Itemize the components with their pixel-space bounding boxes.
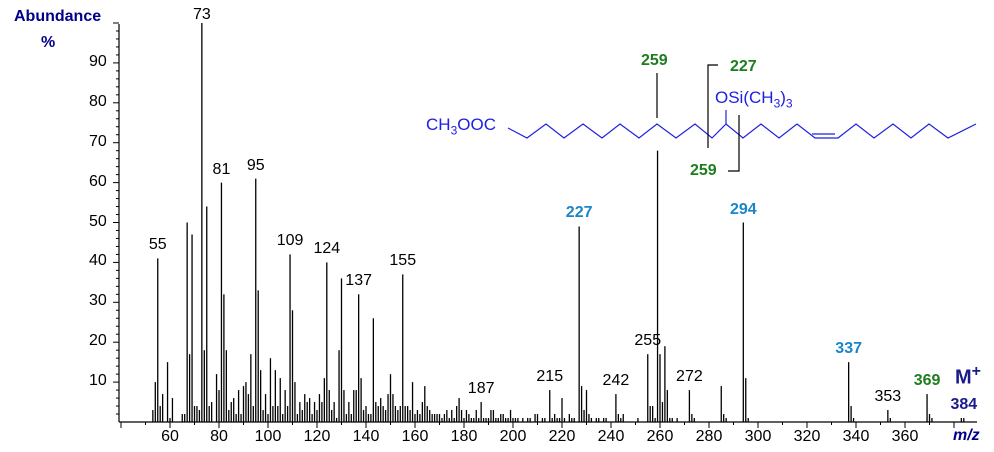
x-tick-label: 360 xyxy=(891,428,919,445)
x-tick-label: 100 xyxy=(254,428,282,445)
molecular-ion-charge: + xyxy=(971,363,982,380)
x-tick-label: 60 xyxy=(161,428,179,445)
cleavage-label-259-bottom: 259 xyxy=(690,162,717,179)
peak-label-73: 73 xyxy=(192,6,211,23)
peak-label-255: 255 xyxy=(634,332,662,350)
peak-label-55: 55 xyxy=(148,236,167,254)
cleavage-259-bracket xyxy=(728,115,740,172)
molecule-structure xyxy=(507,64,977,172)
x-tick-label: 140 xyxy=(352,428,380,445)
cleavage-label-227: 227 xyxy=(730,58,757,75)
tms-group-label: OSi(CH3)3 xyxy=(715,88,793,110)
peak-label-272: 272 xyxy=(676,368,703,386)
carbon-chain-left xyxy=(507,123,727,139)
peak-label-155: 155 xyxy=(389,252,417,270)
peak-label-337: 337 xyxy=(835,340,862,358)
peak-label-124: 124 xyxy=(313,240,341,258)
x-tick-label: 200 xyxy=(499,428,527,445)
molecular-ion-symbol: M xyxy=(955,366,972,389)
cleavage-227-bracket xyxy=(707,64,718,148)
x-tick-label: 300 xyxy=(744,428,772,445)
carbon-chain-right xyxy=(725,123,977,139)
x-tick-label: 160 xyxy=(401,428,429,445)
peak-label-384: 384 xyxy=(950,396,978,413)
peak-label-242: 242 xyxy=(602,372,630,390)
x-tick-label: 180 xyxy=(450,428,478,445)
y-tick-label: 80 xyxy=(89,92,107,110)
y-tick-label: 20 xyxy=(89,332,107,350)
cleavage-label-259-top: 259 xyxy=(641,52,668,69)
axes xyxy=(113,22,977,428)
x-tick-label: 320 xyxy=(793,428,821,445)
y-tick-label: 50 xyxy=(89,212,107,230)
tms-group-text: OSi(CH3)3 xyxy=(715,88,793,111)
x-tick-label: 220 xyxy=(548,428,576,445)
peak-label-95: 95 xyxy=(246,156,265,174)
x-tick-label: 260 xyxy=(646,428,674,445)
ester-group-text: CH3OOC xyxy=(426,115,496,138)
peak-label-369: 369 xyxy=(913,372,941,390)
x-tick-label: 80 xyxy=(210,428,228,445)
x-tick-label: 240 xyxy=(597,428,625,445)
y-tick-label: 30 xyxy=(89,292,107,310)
peak-label-137: 137 xyxy=(345,272,372,290)
x-axis-label: m/z xyxy=(953,427,980,444)
y-tick-label: 10 xyxy=(89,372,107,390)
y-axis-unit: % xyxy=(41,34,56,51)
molecular-ion-label: M+ xyxy=(955,363,981,390)
peak-label-227: 227 xyxy=(565,204,593,222)
peak-label-215: 215 xyxy=(536,368,564,386)
peak-label-187: 187 xyxy=(467,380,495,398)
peak-label-353: 353 xyxy=(874,388,902,406)
y-tick-label: 40 xyxy=(89,252,107,270)
x-tick-label: 340 xyxy=(842,428,870,445)
peak-label-109: 109 xyxy=(276,232,304,250)
y-tick-label: 90 xyxy=(89,52,107,70)
x-tick-label: 120 xyxy=(303,428,331,445)
peak-label-81: 81 xyxy=(212,160,231,178)
y-axis-label: Abundance xyxy=(14,8,102,25)
x-tick-label: 280 xyxy=(695,428,723,445)
peak-bars xyxy=(152,23,965,422)
ester-group-label: CH3OOC xyxy=(426,115,496,137)
y-tick-label: 70 xyxy=(89,132,107,150)
peak-label-294: 294 xyxy=(729,200,757,218)
y-tick-label: 60 xyxy=(89,172,107,190)
